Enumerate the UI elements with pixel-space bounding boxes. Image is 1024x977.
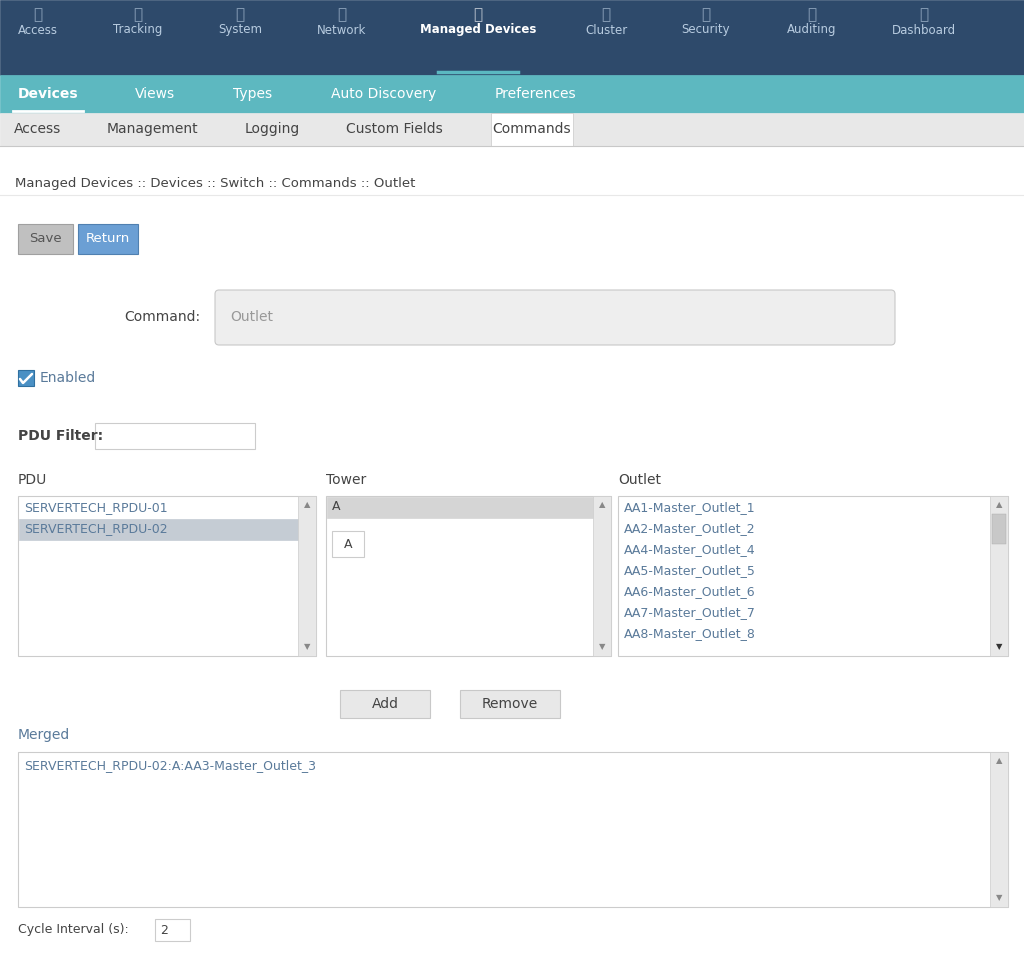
Text: ▼: ▼: [995, 894, 1002, 903]
Text: ⬜: ⬜: [338, 8, 346, 22]
Text: Outlet: Outlet: [230, 310, 273, 324]
Text: AA8-Master_Outlet_8: AA8-Master_Outlet_8: [624, 627, 756, 641]
Text: Access: Access: [18, 23, 58, 36]
Text: PDU: PDU: [18, 473, 47, 487]
Bar: [990, 496, 1008, 656]
Bar: [18, 752, 1008, 907]
Text: AA1-Master_Outlet_1: AA1-Master_Outlet_1: [624, 501, 756, 515]
Bar: [340, 690, 430, 718]
Text: Auditing: Auditing: [787, 23, 837, 36]
Bar: [19, 519, 298, 540]
Text: ▲: ▲: [599, 500, 605, 509]
Bar: [326, 496, 611, 656]
Text: Commands: Commands: [493, 122, 571, 136]
Bar: [618, 496, 1008, 656]
Text: AA6-Master_Outlet_6: AA6-Master_Outlet_6: [624, 585, 756, 599]
Bar: [78, 224, 138, 254]
Bar: [0, 113, 1024, 146]
Bar: [18, 224, 73, 254]
FancyBboxPatch shape: [215, 290, 895, 345]
Text: ▼: ▼: [599, 643, 605, 652]
Text: Custom Fields: Custom Fields: [346, 122, 442, 136]
Bar: [327, 497, 593, 518]
Text: Devices: Devices: [17, 87, 78, 101]
Text: Managed Devices: Managed Devices: [420, 23, 537, 36]
Text: Outlet: Outlet: [618, 473, 662, 487]
Text: Cycle Interval (s):: Cycle Interval (s):: [18, 923, 129, 937]
Text: ⬜: ⬜: [236, 8, 245, 22]
Bar: [298, 496, 316, 656]
Text: ⬜: ⬜: [808, 8, 816, 22]
Text: Tracking: Tracking: [114, 23, 163, 36]
Bar: [990, 752, 1008, 907]
Text: SERVERTECH_RPDU-02:A:AA3-Master_Outlet_3: SERVERTECH_RPDU-02:A:AA3-Master_Outlet_3: [24, 759, 316, 773]
Text: Security: Security: [682, 23, 730, 36]
Text: Enabled: Enabled: [40, 371, 96, 385]
Text: Command:: Command:: [124, 310, 200, 324]
Text: ⬜: ⬜: [34, 8, 43, 22]
Bar: [18, 496, 316, 656]
Bar: [18, 370, 34, 386]
Text: PDU Filter:: PDU Filter:: [18, 429, 103, 443]
Text: ▲: ▲: [995, 500, 1002, 509]
Text: AA2-Master_Outlet_2: AA2-Master_Outlet_2: [624, 523, 756, 535]
Bar: [0, 0, 1024, 75]
Text: ⬜: ⬜: [473, 8, 482, 22]
Text: Management: Management: [106, 122, 198, 136]
Bar: [593, 496, 611, 656]
Text: ▲: ▲: [995, 756, 1002, 766]
Bar: [155, 919, 190, 941]
Text: Tower: Tower: [326, 473, 367, 487]
Text: Remove: Remove: [482, 697, 539, 711]
Text: ⬜: ⬜: [701, 8, 711, 22]
Text: ▼: ▼: [304, 643, 310, 652]
Bar: [332, 531, 364, 557]
Text: System: System: [218, 23, 262, 36]
Text: ▼: ▼: [995, 643, 1002, 652]
Text: Views: Views: [135, 87, 175, 101]
Text: Merged: Merged: [18, 728, 71, 742]
Bar: [490, 113, 573, 146]
Bar: [0, 198, 1024, 977]
Text: Network: Network: [317, 23, 367, 36]
Text: AA7-Master_Outlet_7: AA7-Master_Outlet_7: [624, 607, 756, 619]
Text: ⬜: ⬜: [133, 8, 142, 22]
Text: AA4-Master_Outlet_4: AA4-Master_Outlet_4: [624, 543, 756, 557]
Text: ⬜: ⬜: [601, 8, 610, 22]
Bar: [0, 146, 1024, 183]
Text: 2: 2: [160, 923, 168, 937]
Text: Return: Return: [86, 233, 130, 245]
Text: Save: Save: [29, 233, 61, 245]
Text: SERVERTECH_RPDU-01: SERVERTECH_RPDU-01: [24, 501, 168, 515]
Text: Logging: Logging: [245, 122, 300, 136]
Text: ⬜: ⬜: [920, 8, 929, 22]
Text: Dashboard: Dashboard: [892, 23, 956, 36]
Bar: [992, 514, 1006, 544]
Text: Add: Add: [372, 697, 398, 711]
Bar: [95, 423, 255, 449]
Text: Cluster: Cluster: [585, 23, 627, 36]
Text: Types: Types: [233, 87, 272, 101]
Text: ▲: ▲: [304, 500, 310, 509]
Text: Managed Devices :: Devices :: Switch :: Commands :: Outlet: Managed Devices :: Devices :: Switch :: …: [15, 177, 416, 190]
Text: Preferences: Preferences: [495, 87, 575, 101]
Text: Auto Discovery: Auto Discovery: [332, 87, 436, 101]
Bar: [0, 75, 1024, 113]
Text: SERVERTECH_RPDU-02: SERVERTECH_RPDU-02: [24, 523, 168, 535]
Bar: [460, 690, 560, 718]
Text: A: A: [332, 500, 341, 514]
Text: A: A: [344, 537, 352, 550]
Text: Access: Access: [14, 122, 61, 136]
Text: AA5-Master_Outlet_5: AA5-Master_Outlet_5: [624, 565, 756, 577]
